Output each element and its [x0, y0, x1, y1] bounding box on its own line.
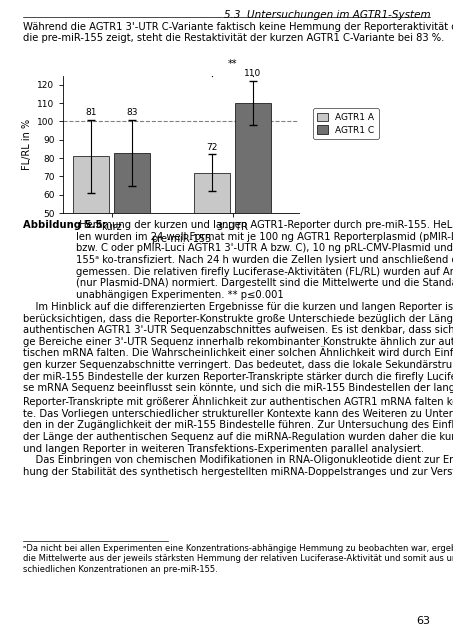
- Text: **: **: [228, 60, 237, 70]
- Bar: [114, 152, 150, 213]
- Text: 72: 72: [206, 143, 218, 152]
- Text: Während die AGTR1 3'-UTR C-Variante faktisch keine Hemmung der Reporteraktivität: Während die AGTR1 3'-UTR C-Variante fakt…: [23, 22, 453, 44]
- Text: Im Hinblick auf die differenzierten Ergebnisse für die kurzen und langen Reporte: Im Hinblick auf die differenzierten Erge…: [23, 302, 453, 477]
- Bar: [235, 103, 271, 213]
- Y-axis label: FL/RL in %: FL/RL in %: [22, 119, 32, 170]
- Text: ᵃDa nicht bei allen Experimenten eine Konzentrations-abhängige Hemmung zu beobac: ᵃDa nicht bei allen Experimenten eine Ko…: [23, 544, 453, 574]
- Text: Hemmung der kurzen und langen AGTR1-Reporter durch pre-miR-155. HeLa Zel-
len wu: Hemmung der kurzen und langen AGTR1-Repo…: [76, 220, 453, 300]
- Text: 81: 81: [86, 108, 97, 116]
- Text: Abbildung 5.5:: Abbildung 5.5:: [23, 220, 106, 230]
- Bar: [194, 173, 230, 213]
- Text: 110: 110: [245, 69, 262, 78]
- Legend: AGTR1 A, AGTR1 C: AGTR1 A, AGTR1 C: [313, 108, 379, 139]
- X-axis label: pre-miR-155: pre-miR-155: [151, 234, 212, 244]
- Bar: [73, 156, 109, 213]
- Text: 63: 63: [416, 616, 430, 626]
- Text: 83: 83: [126, 108, 138, 116]
- Text: 5.3  Untersuchungen im AGTR1-System: 5.3 Untersuchungen im AGTR1-System: [224, 10, 430, 20]
